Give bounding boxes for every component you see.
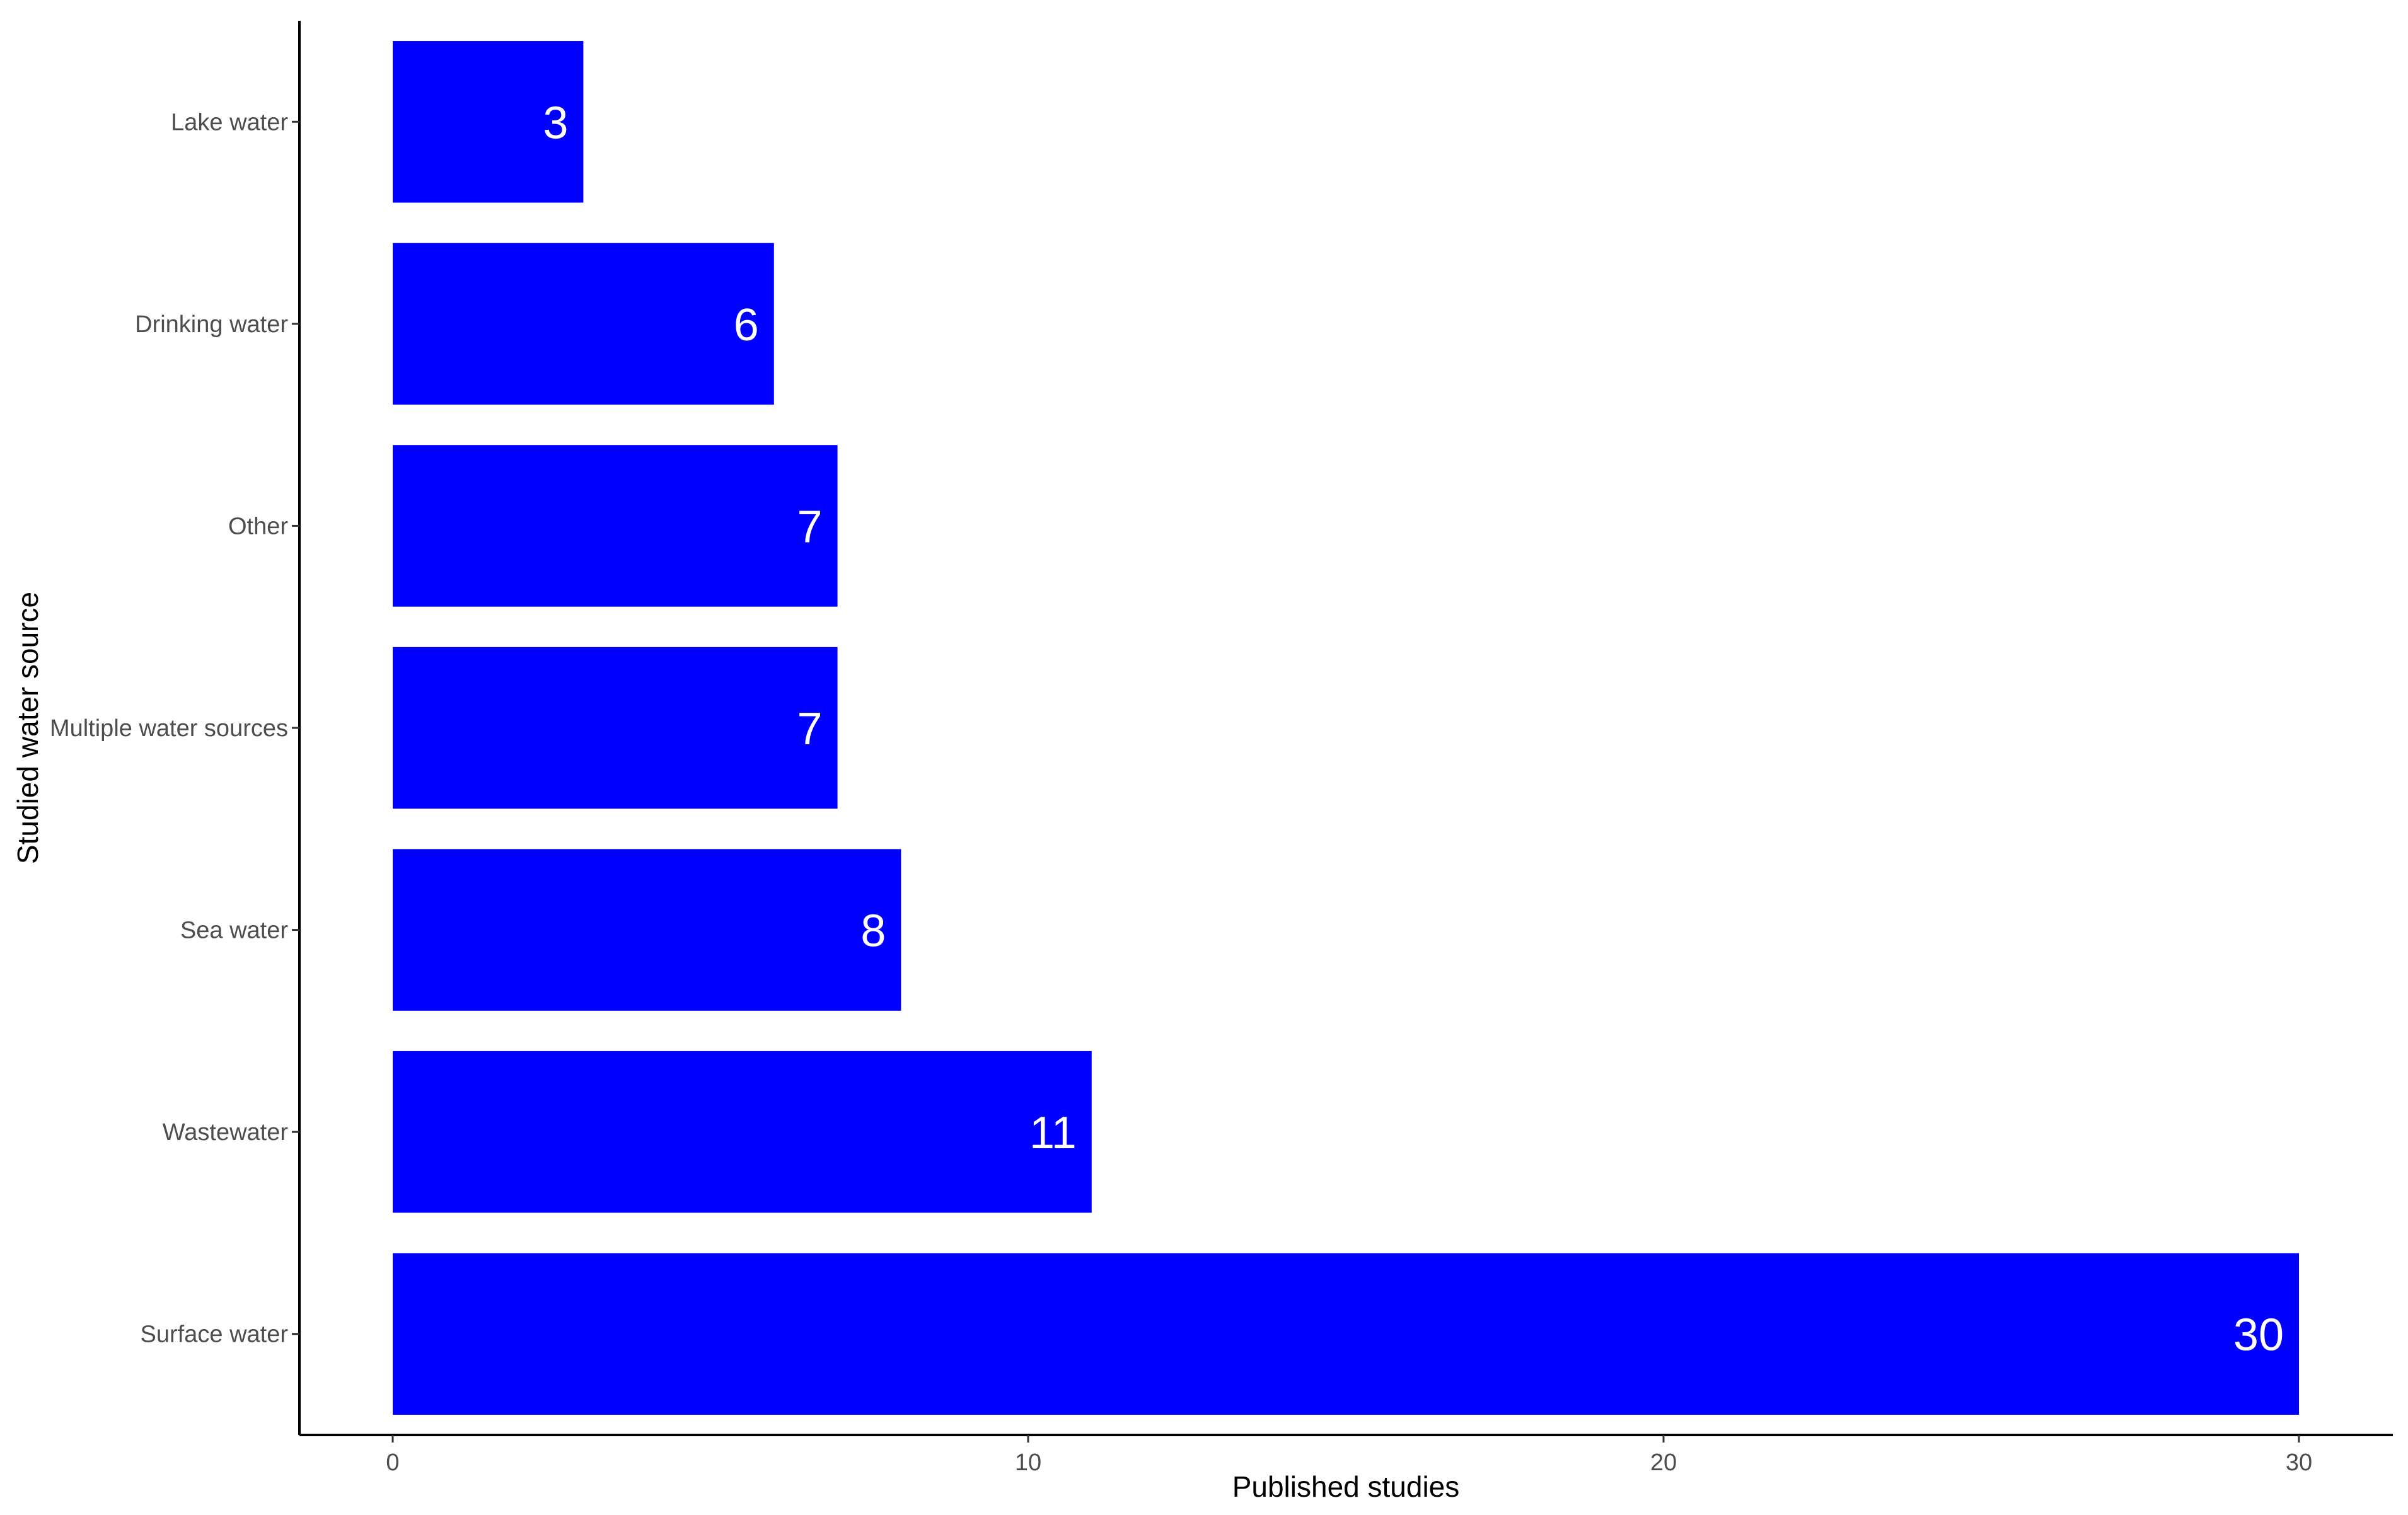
bar-drinking-water xyxy=(393,243,774,405)
y-tick-label-wastewater: Wastewater xyxy=(163,1119,289,1146)
data-label-multiple-water-sources: 7 xyxy=(797,704,823,754)
y-tick-label-other: Other xyxy=(228,513,288,539)
data-label-drinking-water: 6 xyxy=(734,300,759,350)
data-label-wastewater: 11 xyxy=(1029,1108,1077,1158)
y-axis-title: Studied water source xyxy=(11,592,44,864)
bar-multiple-water-sources xyxy=(393,647,838,809)
y-ticks-layer: Lake water Drinking water Other Multiple wa… xyxy=(50,109,299,1348)
x-tick-label-10: 10 xyxy=(1015,1449,1041,1476)
data-label-other: 7 xyxy=(797,502,823,552)
bar-wastewater xyxy=(393,1051,1092,1213)
data-label-surface-water: 30 xyxy=(2233,1310,2284,1361)
data-labels-layer: 3 6 7 7 8 11 30 xyxy=(543,98,2284,1360)
bar-sea-water xyxy=(393,849,901,1011)
x-tick-label-20: 20 xyxy=(1650,1449,1677,1476)
x-tick-label-30: 30 xyxy=(2286,1449,2312,1476)
data-label-sea-water: 8 xyxy=(860,906,886,957)
x-tick-label-0: 0 xyxy=(386,1449,399,1476)
y-tick-label-lake-water: Lake water xyxy=(171,109,288,135)
y-tick-label-surface-water: Surface water xyxy=(141,1322,289,1348)
y-tick-label-sea-water: Sea water xyxy=(180,918,288,944)
x-axis-title: Published studies xyxy=(1232,1470,1460,1503)
bar-surface-water xyxy=(393,1253,2299,1415)
bar-other xyxy=(393,445,838,607)
bar-lake-water xyxy=(393,41,584,203)
y-tick-label-multiple-water-sources: Multiple water sources xyxy=(50,715,288,742)
data-label-lake-water: 3 xyxy=(543,98,568,148)
y-tick-label-drinking-water: Drinking water xyxy=(135,311,288,338)
bars-layer xyxy=(393,41,2299,1415)
x-ticks-layer: 0 10 20 30 xyxy=(386,1435,2312,1476)
